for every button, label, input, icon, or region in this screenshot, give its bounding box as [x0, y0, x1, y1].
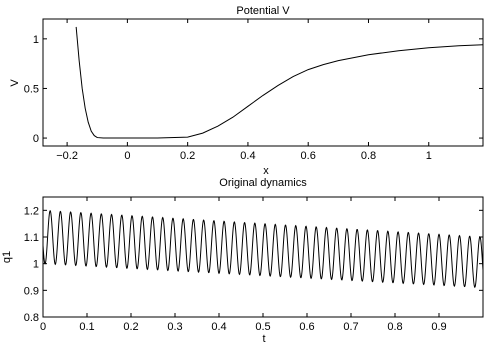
dynamics-xtick-label: 0.3: [167, 321, 182, 333]
dynamics-xtick-label: 0.7: [343, 321, 358, 333]
dynamics-ticks: 0 0.1 0.2 0.3 0.4 0.5 0.6 0.7 0.8 0.9 0.8 0.9 1 1.1 1.…: [24, 197, 483, 333]
dynamics-xlabel: t: [262, 333, 265, 345]
dynamics-xtick-label: 0.9: [431, 321, 446, 333]
dynamics-ytick-label: 0.8: [24, 312, 39, 324]
potential-xtick-label: 0.4: [240, 150, 255, 162]
dynamics-plot-frame: [42, 196, 484, 318]
dynamics-xtick-label: 0.8: [387, 321, 402, 333]
potential-title: Potential V: [236, 5, 290, 17]
potential-ylabel: V: [9, 79, 21, 87]
potential-xtick-label: 0: [124, 150, 130, 162]
dynamics-panel: Original dynamics t q1 0 0.1 0.2 0.3 0.4 0.5 0…: [1, 177, 484, 345]
potential-ytick-label: 0.5: [24, 83, 39, 95]
dynamics-xtick-label: 0.4: [211, 321, 226, 333]
dynamics-ytick-label: 0.9: [24, 285, 39, 297]
dynamics-xtick-label: 0.5: [255, 321, 270, 333]
dynamics-ytick-label: 1: [33, 259, 39, 271]
dynamics-xtick-label: 0.1: [79, 321, 94, 333]
potential-xtick-label: 0.2: [180, 150, 195, 162]
potential-xtick-label: 1: [426, 150, 432, 162]
dynamics-series-line: [42, 209, 484, 289]
potential-xtick-label: 0.8: [361, 150, 376, 162]
dynamics-xtick-label: 0: [40, 321, 46, 333]
dynamics-ytick-label: 1.2: [24, 205, 39, 217]
dynamics-xtick-label: 0.6: [299, 321, 314, 333]
dynamics-title: Original dynamics: [219, 177, 307, 189]
dynamics-ylabel: q1: [1, 251, 13, 263]
potential-panel: Potential V x V −0.2 0 0.2 0.4 0.6 0.8 1 0 0.5 1: [9, 5, 484, 177]
potential-ticks: −0.2 0 0.2 0.4 0.6 0.8 1 0 0.5 1: [24, 19, 483, 162]
potential-xtick-label: −0.2: [56, 150, 78, 162]
potential-plot-frame: [42, 18, 484, 147]
potential-ytick-label: 0: [33, 133, 39, 145]
dynamics-ytick-label: 1.1: [24, 232, 39, 244]
potential-ytick-label: 1: [33, 34, 39, 46]
potential-xlabel: x: [263, 165, 269, 177]
potential-series-line: [75, 26, 484, 139]
dynamics-xtick-label: 0.2: [123, 321, 138, 333]
potential-xtick-label: 0.6: [301, 150, 316, 162]
